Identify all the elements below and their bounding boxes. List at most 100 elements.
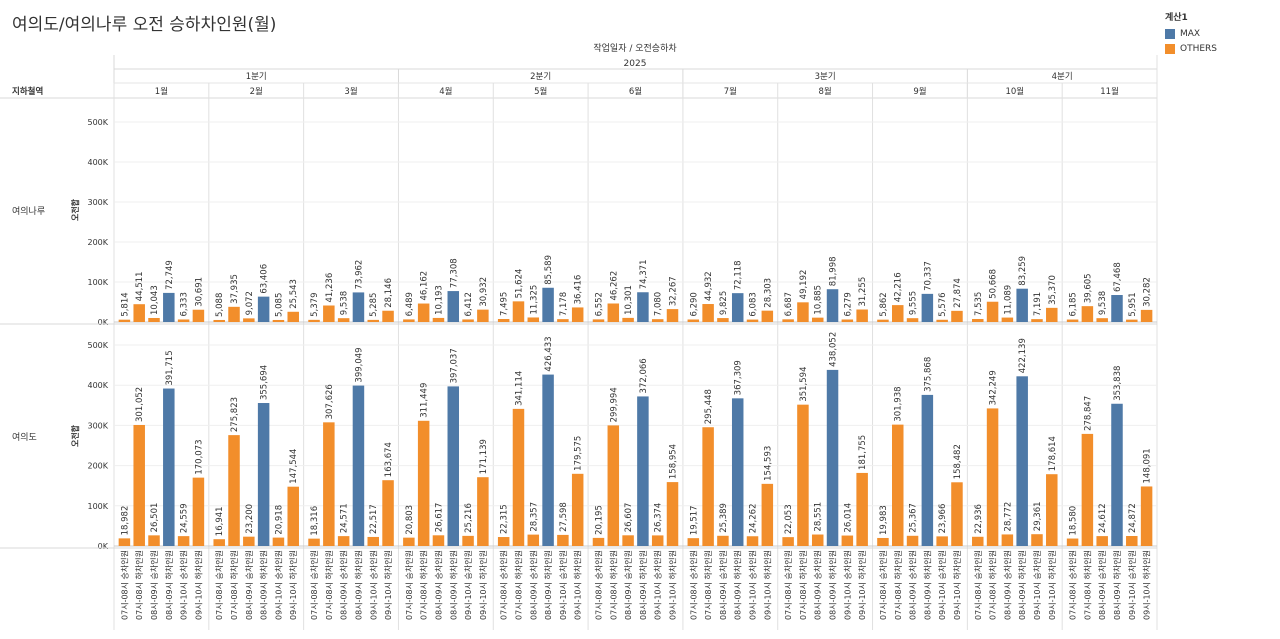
bar-data-label: 7,178: [559, 292, 569, 316]
bar-data-label: 311,449: [420, 383, 430, 418]
bar-others: [892, 305, 904, 322]
bar-max: [921, 293, 934, 322]
x-category-label: 09시-10시 하차인원: [668, 550, 678, 620]
bar-data-label: 51,624: [514, 269, 524, 299]
bar-data-label: 422,139: [1018, 338, 1028, 373]
bar-data-label: 6,279: [843, 292, 853, 316]
legend-label-max: MAX: [1180, 28, 1201, 39]
x-category-label: 09시-10시 하차인원: [1047, 550, 1057, 620]
x-category-label: 07시-08시 하차인원: [419, 550, 429, 620]
bar-data-label: 5,088: [215, 293, 225, 317]
bar-others: [1066, 319, 1079, 322]
legend: 계산1 MAX OTHERS: [1165, 10, 1217, 56]
x-category-label: 07시-08시 하차인원: [134, 550, 144, 620]
bar-others: [782, 537, 794, 546]
bar-data-label: 26,374: [654, 503, 664, 533]
legend-item-max[interactable]: MAX: [1165, 26, 1217, 41]
bar-others: [337, 318, 350, 322]
bar-others: [177, 536, 190, 546]
bar-data-label: 7,191: [1033, 292, 1043, 316]
bar-others: [841, 535, 854, 546]
bar-data-label: 26,501: [150, 503, 160, 533]
bar-others: [133, 424, 145, 546]
x-category-label: 09시-10시 승차인원: [368, 550, 378, 620]
bar-others: [272, 537, 285, 546]
bar-others: [243, 318, 255, 322]
bar-data-label: 5,814: [120, 292, 130, 316]
bar-others: [323, 305, 335, 322]
x-category-label: 09시-10시 하차인원: [288, 550, 298, 620]
bar-others: [571, 473, 584, 546]
row-station-label: 여의나루: [12, 205, 45, 217]
legend-item-others[interactable]: OTHERS: [1165, 41, 1217, 56]
y-axis-label: 오전합: [70, 198, 80, 221]
row-header-label: 지하철역: [12, 86, 43, 97]
bar-max: [447, 386, 460, 546]
y-tick-label: 200K: [87, 462, 108, 471]
bar-others: [527, 534, 540, 546]
bar-data-label: 74,371: [639, 260, 649, 290]
bar-data-label: 26,607: [624, 503, 634, 533]
bar-max: [826, 289, 839, 322]
bar-others: [323, 422, 335, 546]
bar-max: [257, 403, 270, 546]
x-category-label: 09시-10시 하차인원: [193, 550, 203, 620]
bar-data-label: 372,066: [639, 358, 649, 393]
x-category-label: 08시-09시 하차인원: [164, 550, 174, 620]
bar-data-label: 438,052: [829, 332, 839, 367]
bar-data-label: 28,303: [763, 278, 773, 308]
bar-others: [761, 483, 774, 546]
bar-data-label: 158,954: [669, 444, 679, 479]
x-category-label: 07시-08시 승차인원: [119, 550, 129, 620]
bar-others: [1081, 433, 1094, 546]
bar-others: [148, 535, 160, 546]
x-category-label: 09시-10시 승차인원: [937, 550, 947, 620]
bar-others: [797, 302, 809, 322]
bar-data-label: 24,872: [1128, 503, 1138, 533]
bar-others: [797, 404, 809, 546]
quarter-label: 3분기: [815, 72, 836, 82]
bar-others: [856, 309, 868, 322]
bar-data-label: 278,847: [1083, 396, 1093, 431]
bar-others: [622, 317, 634, 322]
bar-others: [1046, 474, 1058, 546]
bar-data-label: 5,862: [879, 292, 889, 316]
bar-others: [1126, 319, 1138, 322]
bar-others: [133, 304, 145, 322]
x-category-label: 07시-08시 하차인원: [1082, 550, 1092, 620]
bar-data-label: 49,192: [799, 270, 809, 300]
bar-data-label: 26,014: [843, 503, 853, 533]
bar-others: [382, 480, 394, 546]
bar-data-label: 7,495: [500, 292, 510, 316]
bar-max: [352, 292, 365, 322]
bar-data-label: 44,932: [704, 271, 714, 301]
bar-data-label: 24,262: [749, 503, 759, 533]
y-tick-label: 100K: [87, 278, 108, 287]
y-tick-label: 0K: [98, 542, 109, 551]
bar-data-label: 148,091: [1143, 448, 1153, 483]
bar-data-label: 375,868: [923, 357, 933, 392]
bar-others: [906, 535, 919, 546]
bar-others: [936, 319, 948, 322]
bar-max: [826, 369, 839, 546]
bar-data-label: 25,216: [464, 503, 474, 533]
bar-others: [1046, 307, 1058, 322]
bar-others: [287, 486, 299, 546]
y-tick-label: 500K: [87, 341, 108, 350]
bar-data-label: 72,749: [165, 260, 175, 290]
x-category-label: 09시-10시 승차인원: [463, 550, 473, 620]
bar-others: [213, 539, 225, 546]
bar-data-label: 158,482: [953, 444, 963, 479]
bar-others: [622, 535, 634, 546]
x-category-label: 08시-09시 승차인원: [1002, 550, 1012, 620]
bar-data-label: 301,052: [135, 387, 145, 422]
bar-data-label: 6,687: [784, 292, 794, 316]
bar-data-label: 179,575: [574, 436, 584, 471]
bar-data-label: 36,416: [574, 275, 584, 305]
x-category-label: 07시-08시 승차인원: [214, 550, 224, 620]
x-category-label: 09시-10시 하차인원: [952, 550, 962, 620]
bar-others: [1140, 486, 1153, 546]
bar-data-label: 6,489: [405, 292, 415, 316]
x-category-label: 07시-08시 승차인원: [499, 550, 509, 620]
bar-data-label: 46,162: [420, 271, 430, 301]
